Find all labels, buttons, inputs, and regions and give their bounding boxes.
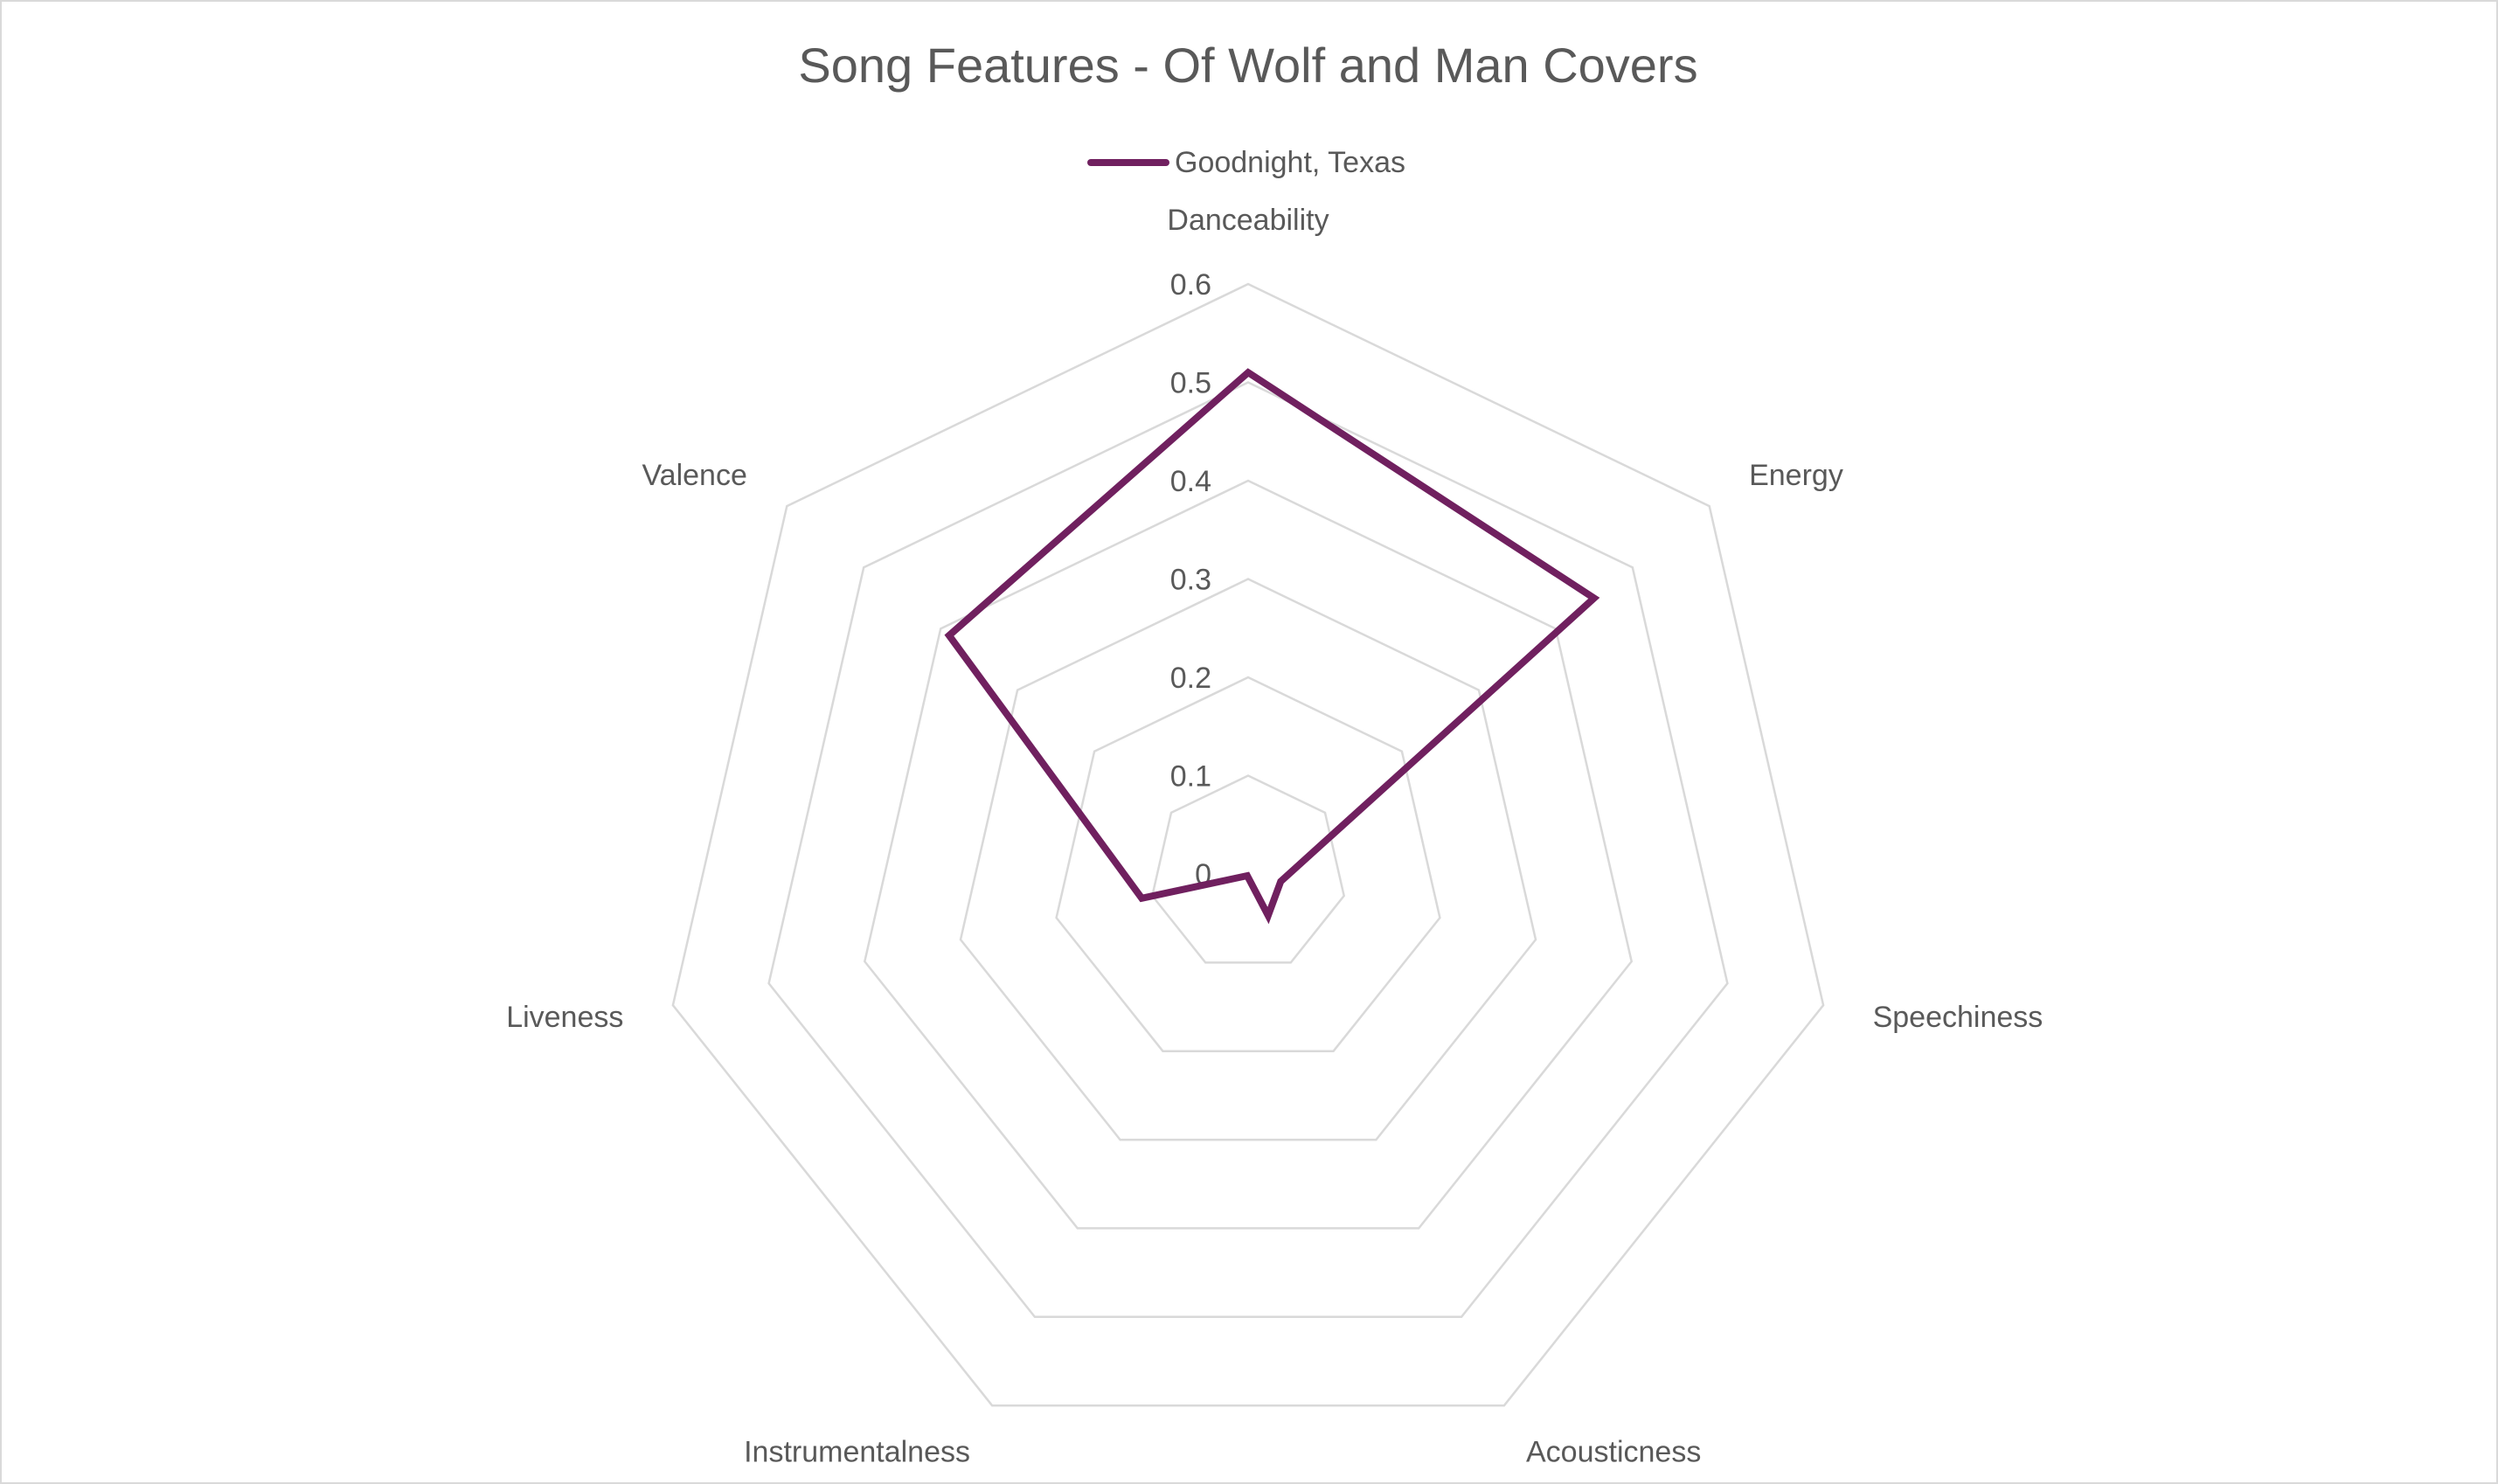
axis-label: Acousticness bbox=[1526, 1435, 1701, 1468]
tick-label: 0.5 bbox=[1170, 367, 1211, 400]
axis-label: Liveness bbox=[506, 1001, 623, 1034]
chart-title: Song Features - Of Wolf and Man Covers bbox=[798, 38, 1697, 93]
legend: Goodnight, Texas bbox=[1087, 146, 1405, 179]
tick-label: 0.2 bbox=[1170, 662, 1211, 695]
tick-label: 0.3 bbox=[1170, 564, 1211, 597]
axis-label: Valence bbox=[642, 459, 747, 492]
axis-label: Danceability bbox=[1167, 204, 1329, 237]
axis-label: Instrumentalness bbox=[744, 1435, 970, 1468]
grid-ring bbox=[1150, 774, 1346, 964]
tick-label: 0.6 bbox=[1170, 268, 1211, 302]
legend-label: Goodnight, Texas bbox=[1175, 146, 1405, 179]
series-layer bbox=[944, 368, 1600, 925]
tick-label: 0.4 bbox=[1170, 465, 1211, 498]
axis-labels: Danceability Energy Speechiness Acousticnes… bbox=[506, 204, 2043, 1468]
tick-labels: 00.10.20.30.40.50.6 bbox=[1170, 268, 1211, 891]
grid bbox=[671, 282, 1825, 1407]
grid-ring bbox=[1055, 676, 1441, 1052]
tick-label: 0.1 bbox=[1170, 760, 1211, 794]
grid-ring bbox=[863, 479, 1634, 1230]
grid-ring bbox=[959, 578, 1537, 1141]
grid-ring bbox=[767, 381, 1729, 1319]
axis-label: Energy bbox=[1749, 459, 1843, 492]
axis-label: Speechiness bbox=[1873, 1001, 2044, 1034]
series-line bbox=[944, 368, 1600, 925]
grid-ring bbox=[671, 282, 1825, 1407]
